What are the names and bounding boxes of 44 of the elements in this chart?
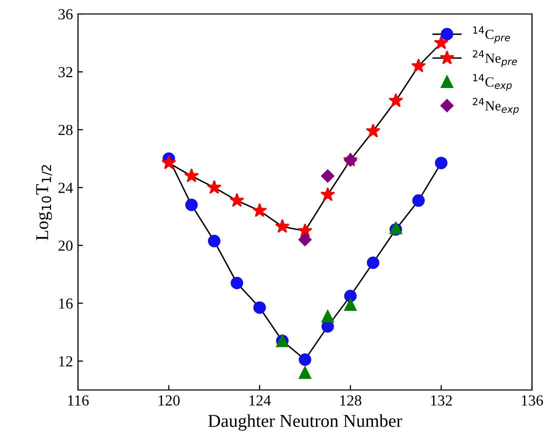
- y-tick-label: 20: [58, 240, 73, 251]
- point: [230, 276, 244, 290]
- x-tick-label: 120: [158, 395, 180, 406]
- point: [298, 366, 312, 379]
- point: [344, 290, 357, 302]
- legend-label: $^{24}$Ne$_{exp}$: [472, 98, 519, 115]
- point: [275, 218, 290, 233]
- x-tick-label: 128: [340, 395, 362, 406]
- point: [411, 58, 426, 72]
- point: [206, 180, 222, 194]
- legend-label: $^{24}$Ne$_{pre}$: [472, 50, 517, 68]
- point: [344, 298, 357, 311]
- y-tick-label: 32: [58, 67, 72, 78]
- point: [184, 168, 199, 182]
- point: [320, 187, 335, 202]
- point: [185, 198, 198, 212]
- y-tick-label: 24: [58, 182, 73, 193]
- y-tick-label: 12: [59, 356, 72, 366]
- y-axis-title: Log$_{10}$T$_{1/2}$: [36, 165, 52, 240]
- x-tick-label: 132: [431, 395, 452, 406]
- point: [208, 234, 220, 248]
- x-tick-label: 124: [249, 395, 271, 406]
- point: [366, 124, 380, 138]
- point: [298, 233, 312, 246]
- point: [162, 155, 176, 170]
- point: [252, 203, 267, 217]
- point: [366, 256, 380, 269]
- x-tick-label: 116: [68, 395, 89, 406]
- x-tick-label: 136: [522, 395, 543, 406]
- legend-label: $^{14}$C$_{pre}$: [473, 26, 510, 44]
- y-tick-label: 16: [59, 298, 73, 309]
- y-tick-label: 36: [58, 9, 73, 20]
- point: [321, 310, 334, 322]
- point: [388, 93, 404, 108]
- y-tick-label: 28: [58, 124, 73, 136]
- point: [434, 156, 448, 170]
- point: [298, 353, 312, 366]
- legend-label: $^{14}$C$_{exp}$: [473, 74, 512, 91]
- point: [321, 169, 334, 183]
- point: [253, 301, 266, 314]
- point: [230, 192, 244, 207]
- point: [434, 35, 448, 50]
- point: [412, 194, 425, 207]
- x-axis-title: Daughter Neutron Number: [208, 414, 402, 431]
